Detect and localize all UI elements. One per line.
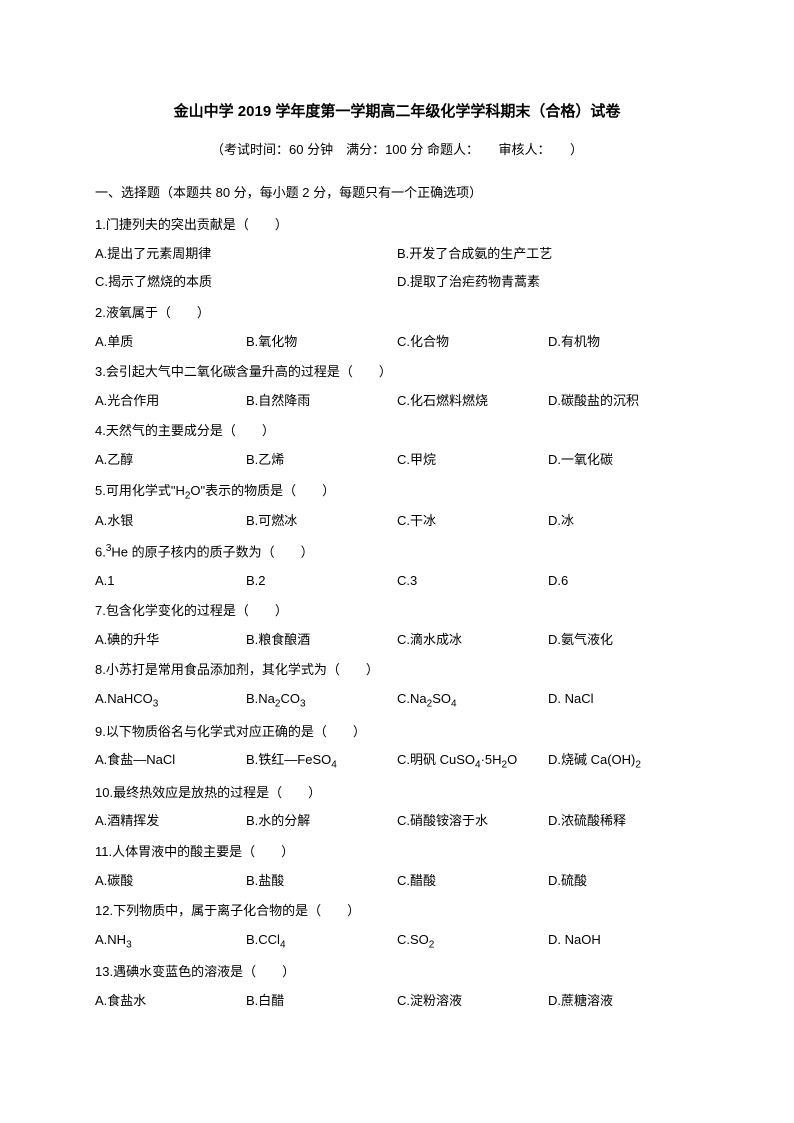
- question-text: 9.以下物质俗名与化学式对应正确的是（ ）: [95, 718, 699, 747]
- option-c: C.Na2SO4: [397, 685, 548, 716]
- question-1: 1.门捷列夫的突出贡献是（ ） A.提出了元素周期律 B.开发了合成氨的生产工艺…: [95, 211, 699, 297]
- option-b: B.自然降雨: [246, 387, 397, 416]
- question-text: 8.小苏打是常用食品添加剂，其化学式为（ ）: [95, 656, 699, 685]
- question-text: 10.最终热效应是放热的过程是（ ）: [95, 779, 699, 808]
- question-10: 10.最终热效应是放热的过程是（ ） A.酒精挥发 B.水的分解 C.硝酸铵溶于…: [95, 779, 699, 836]
- option-a: A.提出了元素周期律: [95, 240, 397, 269]
- options: A.碳酸 B.盐酸 C.醋酸 D.硫酸: [95, 867, 699, 896]
- question-9: 9.以下物质俗名与化学式对应正确的是（ ） A.食盐—NaCl B.铁红—FeS…: [95, 718, 699, 777]
- option-a: A.碘的升华: [95, 626, 246, 655]
- option-c: C.化石燃料燃烧: [397, 387, 548, 416]
- option-c: C.SO2: [397, 926, 548, 957]
- question-13: 13.遇碘水变蓝色的溶液是（ ） A.食盐水 B.白醋 C.淀粉溶液 D.蔗糖溶…: [95, 958, 699, 1015]
- question-text: 3.会引起大气中二氧化碳含量升高的过程是（ ）: [95, 358, 699, 387]
- option-a: A.食盐水: [95, 987, 246, 1016]
- option-d: D.冰: [548, 507, 699, 536]
- options: A.提出了元素周期律 B.开发了合成氨的生产工艺 C.揭示了燃烧的本质 D.提取…: [95, 240, 699, 297]
- option-c: C.化合物: [397, 328, 548, 357]
- option-b: B.盐酸: [246, 867, 397, 896]
- question-text: 13.遇碘水变蓝色的溶液是（ ）: [95, 958, 699, 987]
- question-text: 2.液氧属于（ ）: [95, 299, 699, 328]
- option-b: B.2: [246, 567, 397, 596]
- question-3: 3.会引起大气中二氧化碳含量升高的过程是（ ） A.光合作用 B.自然降雨 C.…: [95, 358, 699, 415]
- option-a: A.水银: [95, 507, 246, 536]
- option-b: B.氧化物: [246, 328, 397, 357]
- option-b: B.可燃冰: [246, 507, 397, 536]
- question-5: 5.可用化学式"H2O"表示的物质是（ ） A.水银 B.可燃冰 C.干冰 D.…: [95, 477, 699, 536]
- option-d: D.碳酸盐的沉积: [548, 387, 699, 416]
- question-text: 7.包含化学变化的过程是（ ）: [95, 597, 699, 626]
- option-a: A.1: [95, 567, 246, 596]
- page-title: 金山中学 2019 学年度第一学期高二年级化学学科期末（合格）试卷: [95, 95, 699, 128]
- options: A.食盐水 B.白醋 C.淀粉溶液 D.蔗糖溶液: [95, 987, 699, 1016]
- option-b: B.乙烯: [246, 446, 397, 475]
- option-d: D.蔗糖溶液: [548, 987, 699, 1016]
- question-11: 11.人体胃液中的酸主要是（ ） A.碳酸 B.盐酸 C.醋酸 D.硫酸: [95, 838, 699, 895]
- question-2: 2.液氧属于（ ） A.单质 B.氧化物 C.化合物 D.有机物: [95, 299, 699, 356]
- option-c: C.醋酸: [397, 867, 548, 896]
- question-text: 12.下列物质中，属于离子化合物的是（ ）: [95, 897, 699, 926]
- option-b: B.水的分解: [246, 807, 397, 836]
- question-text: 5.可用化学式"H2O"表示的物质是（ ）: [95, 477, 699, 508]
- options: A.酒精挥发 B.水的分解 C.硝酸铵溶于水 D.浓硫酸稀释: [95, 807, 699, 836]
- question-6: 6.3He 的原子核内的质子数为（ ） A.1 B.2 C.3 D.6: [95, 538, 699, 596]
- option-d: D.烧碱 Ca(OH)2: [548, 746, 699, 777]
- option-b: B.CCl4: [246, 926, 397, 957]
- options: A.乙醇 B.乙烯 C.甲烷 D.一氧化碳: [95, 446, 699, 475]
- options: A.单质 B.氧化物 C.化合物 D.有机物: [95, 328, 699, 357]
- option-a: A.乙醇: [95, 446, 246, 475]
- question-12: 12.下列物质中，属于离子化合物的是（ ） A.NH3 B.CCl4 C.SO2…: [95, 897, 699, 956]
- option-d: D.硫酸: [548, 867, 699, 896]
- option-c: C.3: [397, 567, 548, 596]
- option-c: C.硝酸铵溶于水: [397, 807, 548, 836]
- option-c: C.淀粉溶液: [397, 987, 548, 1016]
- option-a: A.单质: [95, 328, 246, 357]
- option-d: D. NaOH: [548, 926, 699, 957]
- option-c: C.干冰: [397, 507, 548, 536]
- option-a: A.食盐—NaCl: [95, 746, 246, 777]
- question-7: 7.包含化学变化的过程是（ ） A.碘的升华 B.粮食酿酒 C.滴水成冰 D.氨…: [95, 597, 699, 654]
- options: A.水银 B.可燃冰 C.干冰 D.冰: [95, 507, 699, 536]
- option-a: A.NH3: [95, 926, 246, 957]
- option-a: A.光合作用: [95, 387, 246, 416]
- exam-info: （考试时间：60 分钟 满分：100 分 命题人： 审核人： ）: [95, 136, 699, 165]
- option-b: B.Na2CO3: [246, 685, 397, 716]
- question-text: 4.天然气的主要成分是（ ）: [95, 417, 699, 446]
- option-b: B.白醋: [246, 987, 397, 1016]
- option-a: A.碳酸: [95, 867, 246, 896]
- option-d: D.6: [548, 567, 699, 596]
- option-d: D. NaCl: [548, 685, 699, 716]
- option-b: B.开发了合成氨的生产工艺: [397, 240, 699, 269]
- option-c: C.滴水成冰: [397, 626, 548, 655]
- question-text: 6.3He 的原子核内的质子数为（ ）: [95, 538, 699, 567]
- option-d: D.提取了治疟药物青蒿素: [397, 268, 699, 297]
- option-d: D.氨气液化: [548, 626, 699, 655]
- options: A.食盐—NaCl B.铁红—FeSO4 C.明矾 CuSO4·5H2O D.烧…: [95, 746, 699, 777]
- option-b: B.粮食酿酒: [246, 626, 397, 655]
- options: A.光合作用 B.自然降雨 C.化石燃料燃烧 D.碳酸盐的沉积: [95, 387, 699, 416]
- option-c: C.揭示了燃烧的本质: [95, 268, 397, 297]
- options: A.1 B.2 C.3 D.6: [95, 567, 699, 596]
- question-text: 11.人体胃液中的酸主要是（ ）: [95, 838, 699, 867]
- option-c: C.明矾 CuSO4·5H2O: [397, 746, 548, 777]
- option-d: D.有机物: [548, 328, 699, 357]
- option-d: D.浓硫酸稀释: [548, 807, 699, 836]
- section-header: 一、选择题（本题共 80 分，每小题 2 分，每题只有一个正确选项）: [95, 179, 699, 208]
- option-d: D.一氧化碳: [548, 446, 699, 475]
- option-c: C.甲烷: [397, 446, 548, 475]
- option-b: B.铁红—FeSO4: [246, 746, 397, 777]
- options: A.碘的升华 B.粮食酿酒 C.滴水成冰 D.氨气液化: [95, 626, 699, 655]
- option-a: A.NaHCO3: [95, 685, 246, 716]
- question-text: 1.门捷列夫的突出贡献是（ ）: [95, 211, 699, 240]
- options: A.NH3 B.CCl4 C.SO2 D. NaOH: [95, 926, 699, 957]
- question-4: 4.天然气的主要成分是（ ） A.乙醇 B.乙烯 C.甲烷 D.一氧化碳: [95, 417, 699, 474]
- options: A.NaHCO3 B.Na2CO3 C.Na2SO4 D. NaCl: [95, 685, 699, 716]
- option-a: A.酒精挥发: [95, 807, 246, 836]
- question-8: 8.小苏打是常用食品添加剂，其化学式为（ ） A.NaHCO3 B.Na2CO3…: [95, 656, 699, 715]
